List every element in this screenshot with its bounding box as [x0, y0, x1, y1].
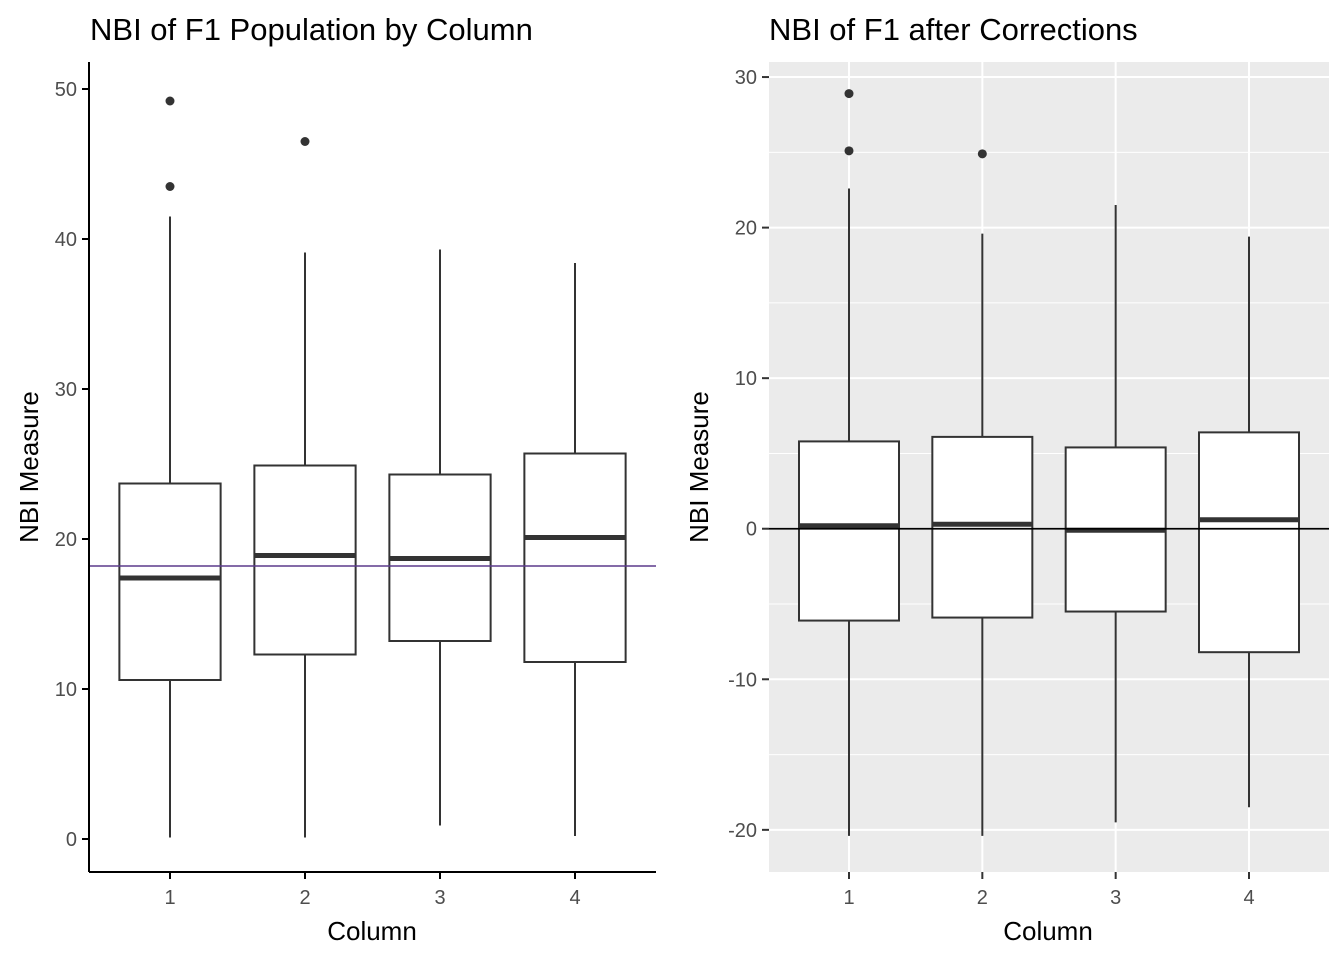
chart-left-box-1: [118, 96, 222, 838]
chart-right: NBI of F1 after Corrections -20 -10 0 10 20 3…: [684, 12, 1329, 946]
chart-right-y-tick-label: 0: [746, 519, 757, 541]
outlier-point: [165, 182, 175, 191]
chart-left-x-tick-label: 3: [434, 887, 445, 909]
chart-left-y-tick-label: 40: [55, 229, 77, 251]
chart-left-x-tick-label: 1: [164, 887, 175, 909]
outlier-point: [844, 89, 854, 99]
chart-right-y-tick-label: -10: [728, 669, 757, 691]
chart-left-y-axis-title: NBI Measure: [14, 391, 44, 543]
chart-left-x-tick-label: 4: [569, 887, 580, 909]
chart-right-x-tick-label: 2: [977, 887, 988, 909]
box-iqr: [931, 435, 1034, 619]
chart-right-box-4: [1198, 236, 1300, 808]
chart-left-y-tick-label: 50: [55, 79, 77, 101]
chart-right-x-tick-label: 3: [1110, 887, 1121, 909]
outlier-point: [165, 96, 175, 106]
outlier-point: [300, 137, 310, 146]
chart-right-y-tick-label: 20: [735, 218, 757, 240]
chart-left: NBI of F1 Population by Column 0 10 20 30 40…: [14, 12, 656, 946]
chart-left-x-tick-label: 2: [299, 887, 310, 909]
chart-right-box-2: [931, 149, 1034, 836]
chart-left-x-axis-title: Column: [327, 916, 417, 946]
chart-left-title: NBI of F1 Population by Column: [90, 12, 533, 47]
chart-right-plot-area: -20 -10 0 10 20 30 1 2 3 4: [728, 62, 1329, 909]
chart-left-y-tick-label: 0: [66, 829, 77, 851]
chart-right-x-axis-title: Column: [1003, 916, 1093, 946]
chart-right-title: NBI of F1 after Corrections: [769, 12, 1138, 47]
chart-left-box-3: [388, 249, 492, 826]
outlier-point: [977, 149, 987, 159]
box-iqr: [253, 464, 357, 656]
chart-right-x-tick-label: 4: [1243, 887, 1254, 909]
chart-left-y-tick-label: 20: [55, 529, 77, 551]
outlier-point: [844, 146, 854, 156]
chart-right-y-tick-label: 10: [735, 368, 757, 390]
box-iqr: [1198, 431, 1300, 654]
chart-left-plot-area: 0 10 20 30 40 50 1 2 3 4: [55, 62, 656, 909]
box-iqr: [523, 452, 627, 663]
chart-right-y-tick-label: -20: [728, 820, 757, 842]
chart-left-box-4: [523, 263, 627, 836]
box-iqr: [118, 482, 222, 681]
chart-left-y-tick-label: 30: [55, 379, 77, 401]
chart-right-x-tick-label: 1: [843, 887, 854, 909]
chart-left-box-2: [253, 137, 357, 838]
chart-right-y-tick-label: 30: [735, 67, 757, 89]
box-iqr: [798, 440, 900, 622]
chart-left-y-tick-label: 10: [55, 679, 77, 701]
chart-right-y-axis-title: NBI Measure: [684, 391, 714, 543]
chart-right-box-1: [798, 89, 900, 836]
